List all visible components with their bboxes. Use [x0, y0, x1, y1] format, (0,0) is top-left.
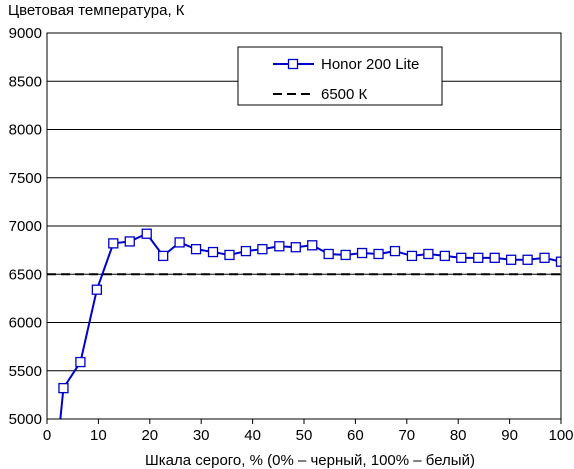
honor-series [58, 228, 561, 419]
data-point [473, 252, 484, 263]
x-tick-label: 0 [43, 427, 51, 444]
data-point [91, 284, 103, 295]
y-tick-label: 8000 [9, 122, 42, 139]
data-point [373, 248, 384, 260]
data-point [356, 247, 368, 259]
y-tick-label: 8500 [9, 73, 42, 90]
legend-honor-marker [287, 58, 299, 70]
data-point [389, 245, 401, 257]
x-tick-label: 30 [193, 427, 210, 444]
y-tick-label: 6500 [9, 266, 42, 283]
y-tick-label: 5000 [9, 411, 42, 428]
x-tick-label: 20 [141, 427, 158, 444]
data-point [274, 241, 285, 252]
data-point [190, 244, 202, 255]
data-point [539, 252, 550, 263]
data-point [108, 238, 119, 249]
data-point [323, 248, 334, 260]
y-tick-label: 7500 [9, 170, 42, 187]
data-point [207, 246, 219, 258]
x-tick-label: 60 [347, 427, 364, 444]
legend-honor-label: Honor 200 Lite [321, 56, 419, 73]
legend-ref-label: 6500 К [321, 86, 368, 103]
data-point [489, 252, 500, 263]
y-tick-labels: 5000 5500 6000 6500 7000 7500 8000 8500 9000 [9, 25, 42, 428]
y-tick-label: 7000 [9, 218, 42, 235]
data-point [240, 245, 252, 257]
data-point [423, 248, 434, 260]
x-tick-labels: 0 10 20 30 40 50 60 70 80 90 100 [43, 427, 574, 444]
data-point [340, 249, 351, 261]
data-point [522, 254, 533, 265]
x-tick-label: 80 [450, 427, 467, 444]
data-point [505, 254, 517, 265]
data-point [439, 250, 450, 262]
y-tick-label: 9000 [9, 25, 42, 42]
data-point [406, 250, 418, 262]
x-tick-label: 50 [296, 427, 313, 444]
data-point [141, 228, 152, 239]
data-point [224, 249, 235, 261]
data-point [290, 242, 301, 253]
x-tick-label: 90 [501, 427, 518, 444]
data-point [555, 256, 561, 267]
x-tick-label: 10 [90, 427, 107, 444]
x-tick-label: 100 [548, 427, 573, 444]
legend-box [237, 46, 443, 106]
y-axis-title: Цветовая температура, К [8, 2, 185, 19]
x-axis-title: Шкала серого, % (0% – черный, 100% – бел… [145, 452, 475, 469]
data-point [124, 236, 135, 247]
y-tick-label: 6000 [9, 315, 42, 332]
data-point [257, 244, 268, 255]
data-point [58, 382, 69, 394]
data-point [75, 356, 86, 368]
x-tick-label: 40 [244, 427, 261, 444]
data-point [158, 250, 169, 262]
plot-frame [46, 32, 562, 420]
legend: Honor 200 Lite 6500 К [237, 46, 443, 106]
y-tick-label: 5500 [9, 363, 42, 380]
data-point [456, 252, 467, 263]
data-point [307, 240, 318, 251]
data-point [174, 237, 185, 248]
x-tick-label: 70 [398, 427, 415, 444]
honor-series-line [59, 232, 561, 419]
